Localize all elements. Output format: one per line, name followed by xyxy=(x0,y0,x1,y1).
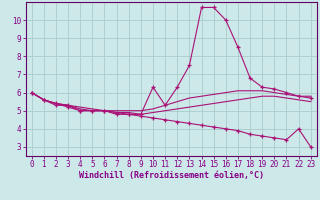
X-axis label: Windchill (Refroidissement éolien,°C): Windchill (Refroidissement éolien,°C) xyxy=(79,171,264,180)
